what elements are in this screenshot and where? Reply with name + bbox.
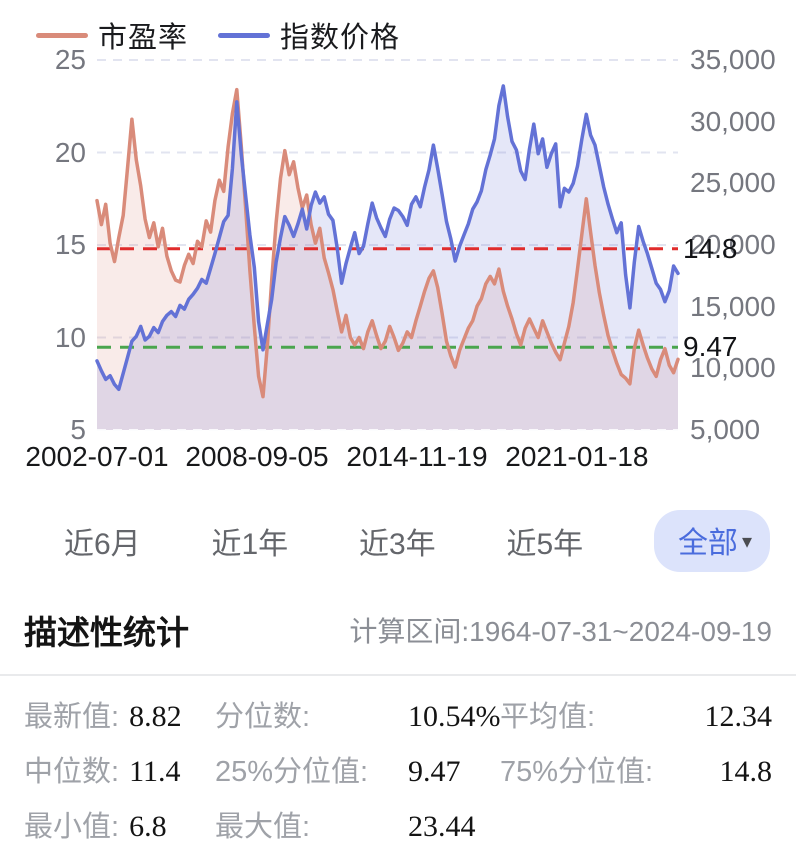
- legend-label: 市盈率: [98, 22, 189, 54]
- stat-percentile: 分位数: 10.54%: [215, 693, 501, 735]
- range-button-1y[interactable]: 近1年: [211, 519, 288, 563]
- stat-latest: 最新值: 8.82: [24, 693, 215, 735]
- range-button-5y[interactable]: 近5年: [506, 519, 583, 563]
- stat-label: 分位数:: [215, 700, 311, 733]
- y-axis-left-tick: 25: [54, 44, 86, 75]
- stat-value: 6.8: [129, 809, 167, 843]
- stat-value: 10.54%: [408, 699, 501, 733]
- stat-label: 最大值:: [215, 810, 311, 843]
- legend-item-pe: 市盈率: [36, 14, 188, 56]
- y-axis-left-tick: 10: [54, 321, 86, 353]
- y-axis-left-tick: 20: [54, 136, 86, 168]
- y-axis-right-tick: 35,000: [690, 44, 776, 75]
- stat-value: 23.44: [408, 809, 476, 843]
- stat-p25: 25%分位值: 9.47: [215, 748, 500, 790]
- pe-line-swatch-icon: [36, 32, 88, 38]
- stat-value: 14.8: [719, 754, 773, 788]
- calculation-period: 计算区间:1964-07-31~2024-09-19: [349, 616, 772, 647]
- stat-label: 平均值:: [500, 700, 596, 733]
- y-axis-right-tick: 25,000: [690, 167, 776, 199]
- legend-label: 指数价格: [280, 22, 401, 54]
- y-axis-right-tick: 30,000: [690, 105, 776, 137]
- stat-label: 75%分位值:: [500, 755, 654, 788]
- y-axis-left-tick: 15: [54, 229, 86, 260]
- stats-row: 中位数: 11.4 25%分位值: 9.47 75%分位值: 14.8: [24, 741, 772, 796]
- x-axis-tick: 2002-07-01: [25, 441, 169, 472]
- y-axis-right-tick: 10,000: [690, 352, 776, 384]
- stat-mean: 平均值: 12.34: [500, 693, 772, 735]
- stat-label: 25%分位值:: [215, 755, 369, 788]
- stat-max: 最大值: 23.44: [215, 803, 500, 845]
- x-axis-tick: 2008-09-05: [185, 441, 329, 472]
- reference-line-value: 9.47: [683, 331, 738, 363]
- y-axis-right-tick: 15,000: [690, 290, 776, 322]
- range-button-6m[interactable]: 近6月: [64, 519, 141, 563]
- stat-p75: 75%分位值: 14.8: [500, 748, 772, 790]
- stat-value: 11.4: [129, 754, 181, 788]
- divider: [0, 674, 796, 676]
- stats-table: 最新值: 8.82 分位数: 10.54% 平均值: 12.34 中位数: 11…: [0, 676, 796, 851]
- y-axis-right-tick: 20,000: [690, 229, 776, 260]
- range-button-3y[interactable]: 近3年: [359, 519, 436, 563]
- y-axis-left-tick: 5: [70, 414, 86, 445]
- pe-index-chart[interactable]: 25 20 15 10 5 35,000 30,000 25,000 20,000 15,000 1…: [0, 0, 796, 478]
- index-line-swatch-icon: [218, 32, 271, 38]
- y-axis-right-tick: 5,000: [690, 414, 761, 445]
- stat-label: 最新值:: [24, 700, 120, 733]
- stat-value: 12.34: [704, 699, 773, 733]
- stat-value: 8.82: [129, 699, 182, 733]
- stats-row: 最小值: 6.8 最大值: 23.44: [24, 796, 772, 851]
- legend-item-index: 指数价格: [218, 14, 400, 56]
- x-axis-tick: 2014-11-19: [346, 441, 488, 472]
- stats-section-title: 描述性统计: [24, 614, 189, 651]
- stats-row: 最新值: 8.82 分位数: 10.54% 平均值: 12.34: [24, 686, 772, 741]
- descriptive-statistics-section: 描述性统计 计算区间:1964-07-31~2024-09-19 最新值: 8.…: [0, 600, 796, 851]
- stat-median: 中位数: 11.4: [24, 748, 215, 790]
- chevron-down-icon: ▾: [741, 531, 752, 553]
- range-button-all[interactable]: 全部 ▾: [653, 510, 770, 572]
- x-axis-tick: 2021-01-18: [505, 441, 649, 472]
- stat-label: 中位数:: [24, 755, 120, 788]
- chart-canvas[interactable]: [0, 0, 796, 478]
- range-button-all-label: 全部: [677, 527, 738, 560]
- stat-label: 最小值:: [24, 810, 120, 843]
- reference-line-value: 14.8: [683, 232, 738, 264]
- stat-value: 9.47: [408, 754, 461, 788]
- chart-legend: 市盈率 指数价格: [36, 14, 400, 56]
- stat-min: 最小值: 6.8: [24, 803, 215, 845]
- time-range-selector: 近6月 近1年 近3年 近5年 全部 ▾: [0, 510, 796, 572]
- stats-header: 描述性统计 计算区间:1964-07-31~2024-09-19: [0, 600, 796, 660]
